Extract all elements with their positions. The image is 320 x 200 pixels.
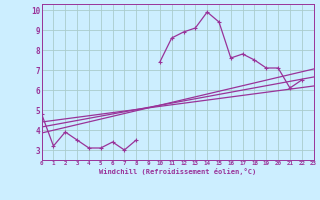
X-axis label: Windchill (Refroidissement éolien,°C): Windchill (Refroidissement éolien,°C) [99, 168, 256, 175]
